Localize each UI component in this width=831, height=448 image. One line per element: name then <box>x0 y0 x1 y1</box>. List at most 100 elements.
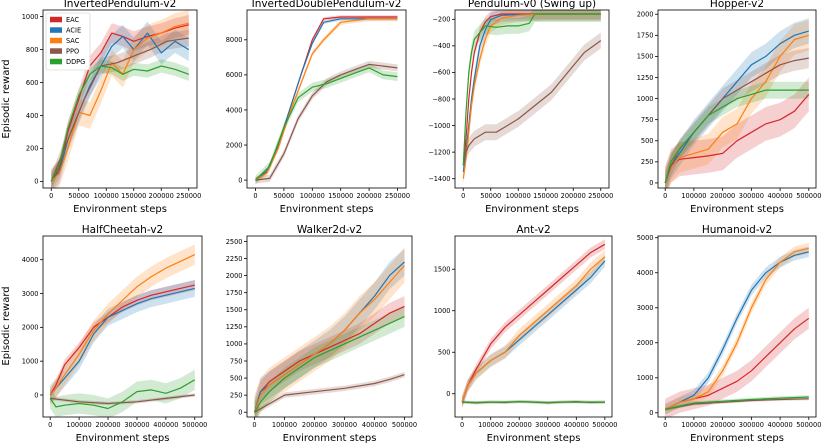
band-acie <box>665 18 809 188</box>
y-tick-label: 1000 <box>22 13 39 21</box>
x-tick-label: 0 <box>663 421 667 429</box>
line-eac <box>461 243 606 403</box>
subplot-1: 0 50000 100000 150000 200000 250000 0 200 400 600… <box>22 0 202 215</box>
line-acie <box>255 18 398 181</box>
series-group <box>50 10 190 188</box>
y-tick-label: 1000 <box>22 357 39 365</box>
band-ddpg <box>665 81 809 188</box>
y-tick-label: 2000 <box>637 339 654 347</box>
x-tick-label: 300000 <box>332 421 357 429</box>
subplot-title: InvertedDoublePendulum-v2 <box>252 0 402 10</box>
y-tick-label: 1250 <box>226 323 243 331</box>
subplot-title: Pendulum-v0 (Swing up) <box>468 0 596 10</box>
subplot-4: 0 100000 200000 300000 400000 500000 0 250 500 75… <box>637 0 822 215</box>
x-tick-label: 100000 <box>272 421 297 429</box>
line-ddpg <box>255 67 398 181</box>
y-tick-label: 3000 <box>22 290 39 298</box>
y-axis-label-bottom: Episodic reward <box>1 286 12 365</box>
y-tick-label: 2000 <box>226 272 243 280</box>
subplot-title: InvertedPendulum-v2 <box>64 0 177 10</box>
x-axis-label: Environment steps <box>73 204 167 215</box>
x-tick-label: 250000 <box>176 192 201 200</box>
y-tick-label: 0 <box>34 391 38 399</box>
x-tick-label: 0 <box>48 421 52 429</box>
band-ddpg <box>51 59 189 188</box>
y-tick-label: 2500 <box>226 238 243 246</box>
legend-box <box>45 12 91 71</box>
series-group <box>462 10 602 186</box>
x-tick-label: 500000 <box>796 421 821 429</box>
y-tick-label: 6000 <box>226 71 243 79</box>
x-tick-label: 500000 <box>182 421 207 429</box>
line-sac <box>49 254 196 396</box>
line-sac <box>461 256 606 403</box>
line-eac <box>253 305 405 413</box>
band-eac <box>254 296 405 417</box>
x-tick-label: 100000 <box>681 421 706 429</box>
y-tick-label: 1000 <box>226 340 243 348</box>
x-tick-label: 300000 <box>739 421 764 429</box>
x-tick-label: 50000 <box>68 192 89 200</box>
y-tick-label: 750 <box>641 116 654 124</box>
x-tick-label: 0 <box>461 192 465 200</box>
legend-label-sac: SAC <box>66 37 80 45</box>
y-tick-label: 1750 <box>226 289 243 297</box>
x-tick-label: 200000 <box>95 421 120 429</box>
legend-label-acie: ACIE <box>66 27 81 35</box>
axes-frame <box>42 9 198 189</box>
y-tick-label: 1000 <box>434 307 451 315</box>
subplot-8: 0 100000 200000 300000 400000 500000 0 1000 2000… <box>637 224 822 444</box>
line-ddpg <box>665 396 809 410</box>
subplot-3: 0 50000 100000 150000 200000 250000 −1400 −1200… <box>428 0 613 215</box>
y-tick-label: 500 <box>438 349 451 357</box>
band-ddpg <box>255 63 398 185</box>
subplot-5: 0 100000 200000 300000 400000 500000 0 1000 2000… <box>22 224 208 444</box>
x-tick-label: 300000 <box>739 192 764 200</box>
line-ddpg <box>253 316 405 413</box>
line-eac <box>664 94 810 184</box>
axes-frame <box>246 9 407 189</box>
legend-label-eac: EAC <box>66 16 80 24</box>
axes-frame <box>657 9 817 189</box>
band-ddpg <box>463 10 601 174</box>
line-ddpg <box>50 65 190 182</box>
line-sac <box>664 247 809 410</box>
x-tick-label: 100000 <box>67 421 92 429</box>
line-ddpg <box>462 13 601 166</box>
x-tick-label: 150000 <box>121 192 146 200</box>
band-sac <box>665 20 809 188</box>
y-tick-label: 750 <box>230 357 243 365</box>
line-ppo <box>665 398 809 410</box>
y-tick-label: 1500 <box>434 266 451 274</box>
x-tick-label: 500000 <box>796 192 821 200</box>
subplot-title: Hopper-v2 <box>710 0 764 10</box>
x-tick-label: 500000 <box>592 421 617 429</box>
y-tick-label: −200 <box>432 16 450 24</box>
legend-swatch-ppo <box>50 48 62 54</box>
y-tick-label: 2000 <box>226 141 243 149</box>
y-tick-label: 0 <box>34 178 38 186</box>
x-tick-label: 50000 <box>273 192 294 200</box>
y-tick-label: 0 <box>238 409 242 417</box>
legend-label-ddpg: DDPG <box>66 58 85 66</box>
line-ppo <box>254 374 405 413</box>
axes-frame <box>42 235 203 418</box>
y-tick-label: 4000 <box>637 269 654 277</box>
band-sac <box>254 248 405 417</box>
x-tick-label: 400000 <box>362 421 387 429</box>
y-tick-label: 200 <box>26 145 39 153</box>
subplot-6: 0 100000 200000 300000 400000 500000 0 250 500 75… <box>226 224 417 444</box>
y-tick-label: 3000 <box>637 304 654 312</box>
y-tick-label: −400 <box>432 42 450 50</box>
y-tick-label: 5000 <box>637 234 654 242</box>
line-sac <box>664 34 809 184</box>
x-axis-label: Environment steps <box>485 204 579 215</box>
series-group <box>664 243 810 417</box>
line-eac <box>255 16 398 181</box>
y-tick-label: 2250 <box>226 255 243 263</box>
x-tick-label: 400000 <box>153 421 178 429</box>
line-sac <box>253 265 405 413</box>
x-tick-label: 400000 <box>768 192 793 200</box>
x-tick-label: 100000 <box>506 192 531 200</box>
axes-frame <box>657 235 817 418</box>
